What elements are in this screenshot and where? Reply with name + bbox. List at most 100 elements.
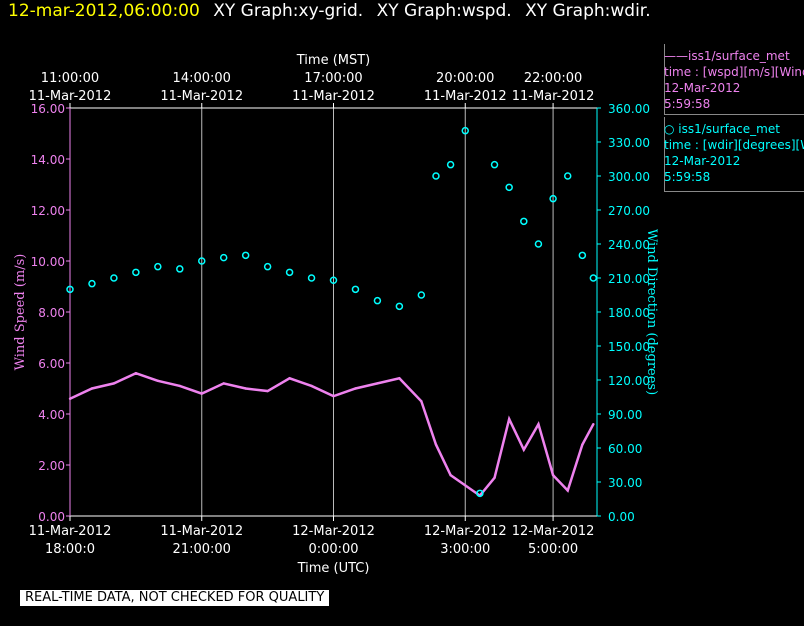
wspd-point-6: [200, 392, 203, 395]
wdir-point-17: [432, 172, 440, 180]
bottom-tick-date-1: 11-Mar-2012: [160, 524, 243, 539]
left-tick-label-8: 16.00: [31, 102, 65, 116]
left-tick-label-7: 14.00: [31, 153, 65, 167]
y-axis-label-right: Wind Direction (degrees): [644, 229, 659, 395]
wdir-point-22: [505, 183, 513, 192]
top-tick-time-2: 17:00:00: [304, 71, 362, 86]
top-tick-time-0: 11:00:00: [41, 71, 99, 86]
x-axis-label-top: Time (MST): [296, 53, 371, 68]
wdir-point-13: [351, 285, 360, 294]
wdir-point-2: [110, 274, 118, 282]
bottom-tick-date-3: 12-Mar-2012: [424, 524, 507, 539]
top-tick-date-4: 11-Mar-2012: [512, 89, 595, 104]
wdir-point-25: [549, 194, 557, 203]
chart-header: 12-mar-2012,06:00:00 XY Graph:xy-grid. X…: [8, 0, 651, 22]
wspd-point-19: [464, 484, 467, 487]
header-title-1: XY Graph:xy-grid.: [213, 1, 364, 21]
right-tick-label-8: 240.00: [608, 238, 650, 252]
wdir-point-16: [417, 291, 426, 299]
wspd-point-23: [522, 448, 526, 451]
right-tick-label-4: 120.00: [608, 374, 650, 388]
top-tick-time-1: 14:00:00: [173, 71, 231, 86]
wspd-point-3: [134, 372, 138, 375]
wspd-point-2: [112, 382, 116, 385]
wspd-point-10: [288, 377, 291, 380]
wdir-point-11: [307, 274, 316, 282]
y-axis-label-left: Wind Speed (m/s): [13, 254, 28, 371]
wspd-point-22: [507, 417, 511, 421]
wspd-point-27: [581, 443, 584, 446]
wspd-point-7: [222, 382, 225, 385]
wspd-point-25: [551, 474, 555, 477]
top-tick-date-0: 11-Mar-2012: [29, 89, 112, 104]
left-tick-label-0: 0.00: [38, 510, 65, 524]
wspd-point-12: [332, 394, 335, 398]
bottom-tick-time-3: 3:00:00: [440, 542, 490, 557]
top-tick-time-3: 20:00:00: [436, 71, 494, 86]
right-tick-label-6: 180.00: [608, 306, 650, 320]
legend-wspd-line2: time : [wspd][m/s][Wind: [664, 65, 804, 79]
wdir-point-8: [241, 251, 250, 260]
bottom-tick-time-2: 0:00:00: [308, 542, 358, 557]
wspd-point-1: [90, 387, 94, 390]
right-tick-label-3: 90.00: [608, 408, 642, 422]
left-tick-label-2: 4.00: [38, 408, 65, 422]
legend-wspd: ——iss1/surface_met time : [wspd][m/s][Wi…: [664, 48, 804, 112]
wspd-point-21: [493, 476, 496, 479]
wdir-point-21: [490, 160, 499, 169]
header-title-3: XY Graph:wdir.: [525, 1, 651, 21]
left-tick-label-4: 8.00: [38, 306, 65, 320]
wspd-point-11: [310, 384, 313, 388]
wspd-point-15: [398, 377, 401, 380]
wdir-point-14: [373, 296, 382, 305]
wdir-point-20: [476, 489, 484, 498]
left-tick-label-5: 10.00: [31, 255, 65, 269]
wdir-point-24: [534, 240, 543, 248]
wspd-point-4: [156, 379, 160, 383]
top-tick-time-4: 22:00:00: [524, 71, 582, 86]
wspd-point-0: [68, 397, 72, 400]
wdir-point-28: [589, 274, 598, 282]
legend-wspd-line1: ——iss1/surface_met: [664, 49, 790, 63]
wspd-point-9: [266, 389, 269, 393]
right-tick-label-9: 270.00: [608, 204, 650, 218]
wdir-point-9: [263, 262, 272, 271]
bottom-tick-date-0: 11-Mar-2012: [29, 524, 112, 539]
bottom-tick-time-4: 5:00:00: [528, 542, 578, 557]
legend-wspd-line4: 5:59:58: [664, 97, 711, 111]
series-wspd-line: [69, 371, 595, 498]
left-tick-label-6: 12.00: [31, 204, 65, 218]
legend-box-wspd: [664, 44, 804, 115]
right-tick-label-2: 60.00: [608, 442, 642, 456]
top-tick-date-2: 11-Mar-2012: [292, 89, 375, 104]
wspd-point-26: [566, 489, 569, 492]
top-tick-date-3: 11-Mar-2012: [424, 89, 507, 104]
legend-wdir-line1: ○ iss1/surface_met: [664, 122, 780, 136]
wspd-point-24: [537, 423, 540, 426]
x-axis-label-bottom: Time (UTC): [297, 561, 370, 576]
left-tick-label-3: 6.00: [38, 357, 65, 371]
quality-disclaimer: REAL-TIME DATA, NOT CHECKED FOR QUALITY: [20, 590, 330, 606]
wdir-point-7: [219, 253, 228, 262]
wdir-point-3: [132, 268, 140, 277]
bottom-tick-date-4: 12-Mar-2012: [512, 524, 595, 539]
right-tick-label-11: 330.00: [608, 136, 650, 150]
header-title-2: XY Graph:wspd.: [376, 1, 512, 21]
top-tick-date-1: 11-Mar-2012: [160, 89, 243, 104]
bottom-tick-time-1: 21:00:00: [173, 542, 231, 557]
wdir-point-0: [66, 285, 74, 294]
right-tick-label-0: 0.00: [608, 510, 635, 524]
wdir-point-18: [446, 160, 455, 169]
wdir-point-23: [520, 217, 528, 226]
legend-wdir-line2: time : [wdir][degrees][W: [664, 138, 804, 152]
wspd-point-5: [178, 384, 181, 388]
wdir-point-19: [461, 126, 469, 135]
wdir-point-12: [329, 276, 338, 285]
legend-wdir-line4: 5:59:58: [664, 170, 711, 184]
wdir-point-27: [578, 251, 587, 260]
header-datetime: 12-mar-2012,06:00:00: [8, 1, 200, 21]
right-tick-label-1: 30.00: [608, 476, 642, 490]
legend-wdir-line3: 12-Mar-2012: [664, 154, 741, 168]
legend-box-wdir: [664, 117, 804, 192]
